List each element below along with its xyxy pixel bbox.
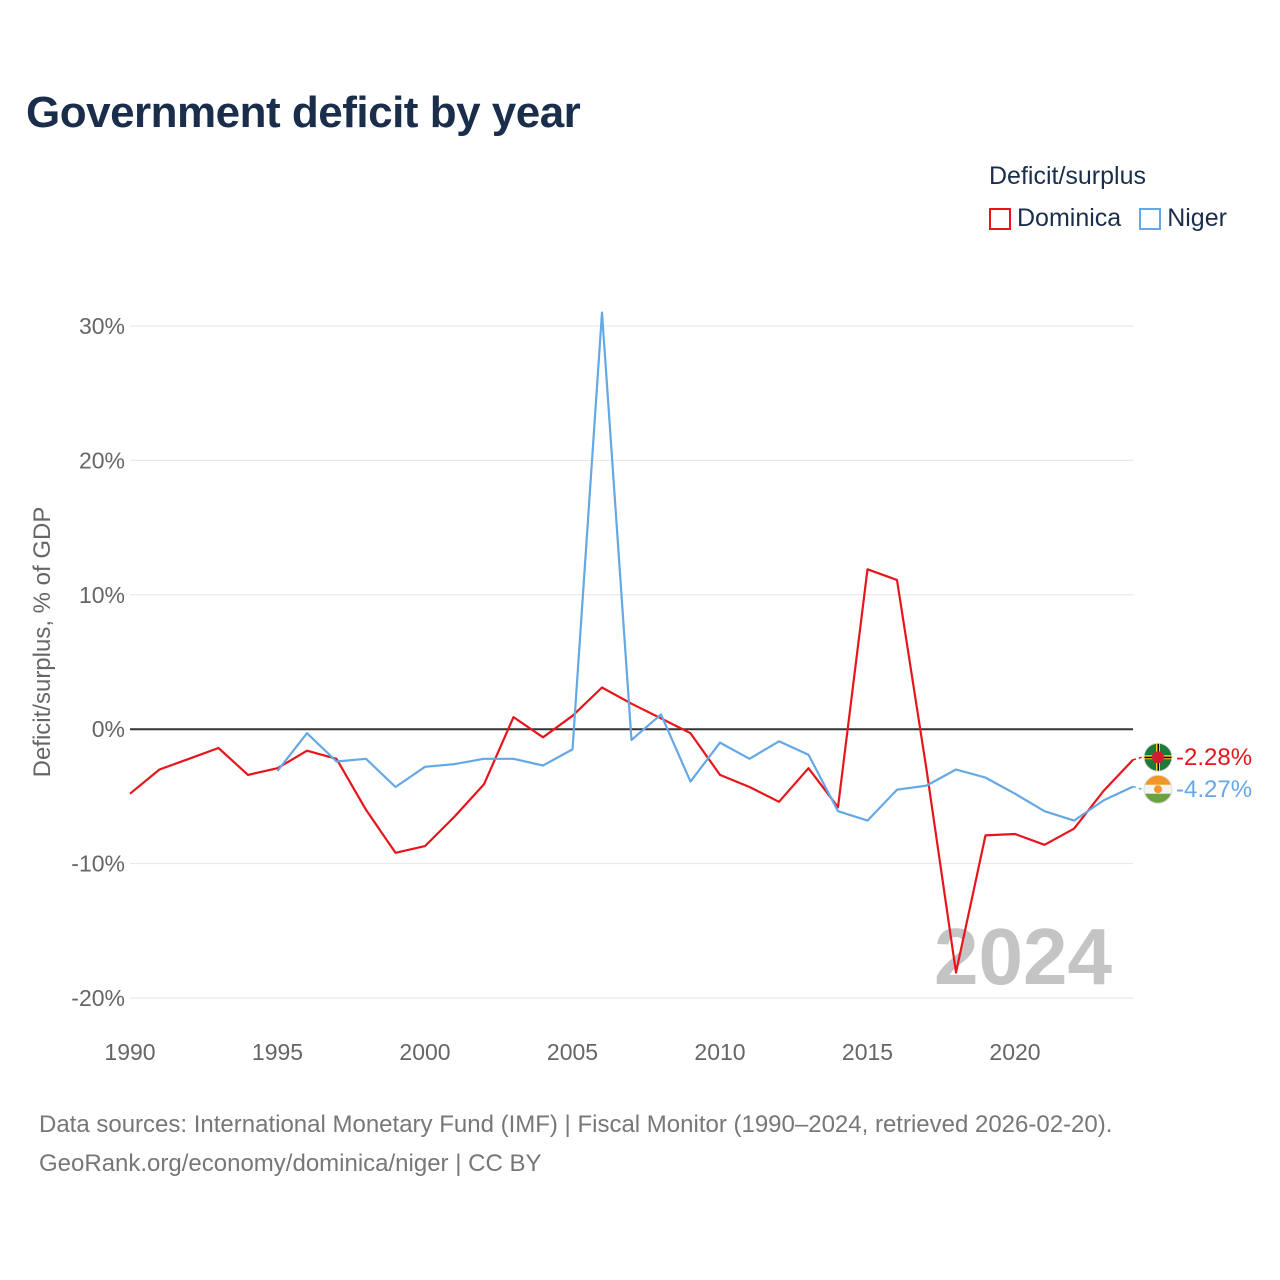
dominica-flag-icon (1143, 742, 1173, 772)
flag-disc (1152, 751, 1164, 764)
end-markers: -2.28% -4.27% (1132, 742, 1252, 804)
y-tick-label: 0% (92, 716, 125, 742)
year-watermark: 2024 (934, 912, 1112, 1001)
series-line-niger[interactable] (276, 311, 1134, 822)
y-axis-ticks: 30% 20% 10% 0% -10% -20% (71, 313, 125, 1011)
flag-graphic (1144, 775, 1172, 804)
x-tick-label: 2005 (547, 1039, 598, 1065)
gridlines (130, 325, 1133, 999)
legend-swatch-niger (1139, 207, 1162, 230)
page-title: Government deficit by year (26, 88, 581, 137)
x-tick-label: 1990 (104, 1039, 155, 1065)
source-note: Data sources: International Monetary Fun… (39, 1105, 1112, 1183)
y-tick-label: 10% (79, 582, 125, 608)
flag-border (1143, 774, 1173, 804)
x-tick-label: 2020 (989, 1039, 1040, 1065)
y-tick-label: -20% (71, 985, 125, 1011)
x-tick-label: 2000 (399, 1039, 450, 1065)
source-line-1: Data sources: International Monetary Fun… (39, 1111, 1113, 1138)
end-connector (1132, 785, 1143, 790)
end-value-label-dominica: -2.28% (1176, 744, 1252, 771)
flag-disc (1154, 785, 1162, 794)
x-tick-label: 2015 (842, 1039, 893, 1065)
legend: Dominica Niger (989, 204, 1245, 233)
x-axis-ticks: 1990 1995 2000 2005 2010 2015 2020 (104, 1039, 1040, 1065)
x-tick-label: 1995 (252, 1039, 303, 1065)
legend-title: Deficit/surplus (989, 162, 1146, 190)
legend-label-niger: Niger (1167, 204, 1227, 232)
end-connector (1132, 756, 1143, 761)
y-axis-label: Deficit/surplus, % of GDP (29, 507, 56, 778)
legend-item-dominica[interactable]: Dominica (989, 204, 1121, 233)
series-lines (129, 311, 1134, 974)
end-value-label-niger: -4.27% (1176, 776, 1252, 803)
flag-stripe (1144, 793, 1172, 804)
legend-swatch-dominica (989, 207, 1011, 230)
flag-border (1143, 742, 1173, 772)
y-tick-label: -10% (71, 851, 125, 877)
x-tick-label: 2010 (694, 1039, 745, 1065)
legend-label-dominica: Dominica (1017, 204, 1122, 232)
flag-stripe (1144, 775, 1172, 785)
y-tick-label: 20% (79, 447, 125, 473)
source-line-2[interactable]: GeoRank.org/economy/dominica/niger | CC … (39, 1150, 542, 1177)
series-line-dominica[interactable] (129, 568, 1134, 974)
flag-graphic (1144, 743, 1172, 772)
y-tick-label: 30% (79, 313, 125, 339)
niger-flag-icon (1143, 774, 1173, 804)
legend-item-niger[interactable]: Niger (1139, 204, 1227, 233)
